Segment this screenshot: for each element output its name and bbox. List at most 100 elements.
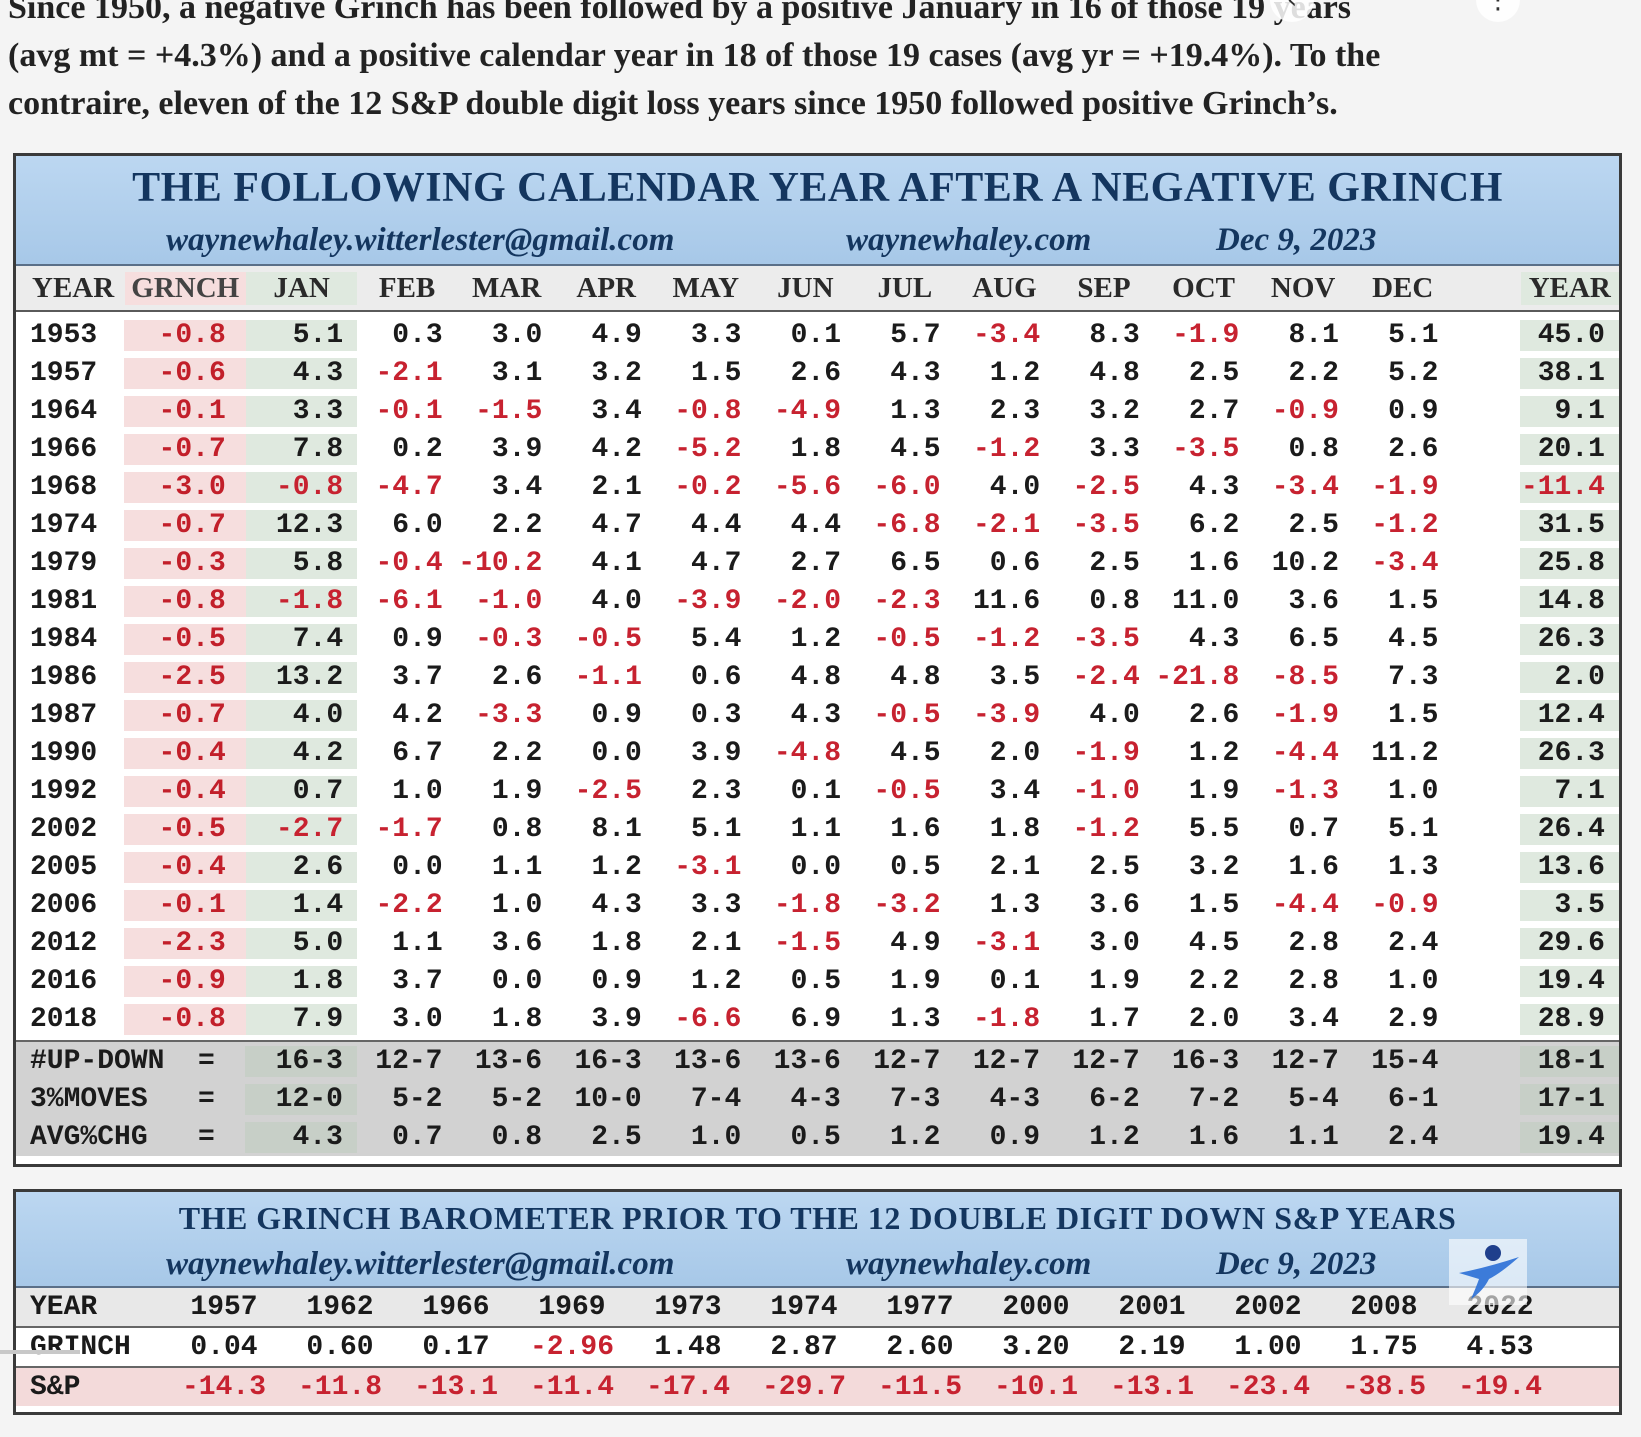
table-cell: -0.5 xyxy=(873,699,941,731)
table-cell: -17.4 xyxy=(645,1371,730,1403)
row-year: 2016 xyxy=(30,965,98,997)
table-cell: -3.1 xyxy=(972,927,1041,959)
table-cell: -1.9 xyxy=(1371,471,1439,503)
table-cell: 1.9 xyxy=(491,775,543,807)
table-cell: -6.0 xyxy=(873,471,941,503)
table-body: 1953 -0.8 5.1 0.3 3.0 4.9 3.3 0.1 5.7 -3.4 8.3 -1.9… xyxy=(16,312,1619,1038)
table-cell: 4.3 xyxy=(1188,623,1240,655)
table-cell: 1.4 xyxy=(245,889,358,921)
row-year: 1981 xyxy=(30,585,98,617)
table-cell: 2000 xyxy=(1002,1291,1070,1323)
table-row: GRINCH 0.04 0.60 0.17 -2.96 1.48 2.87 2.60 3.20 2… xyxy=(16,1328,1619,1368)
column-header: AUG xyxy=(972,271,1037,304)
table-cell: 7.8 xyxy=(245,433,358,465)
table-cell: -0.5 xyxy=(574,623,642,655)
summary-cell: 18-1 xyxy=(1520,1045,1619,1077)
table-cell: -3.9 xyxy=(972,699,1041,731)
summary-cell: 5-2 xyxy=(491,1083,543,1115)
table-cell: 2001 xyxy=(1118,1291,1186,1323)
table-cell: -0.9 xyxy=(1271,395,1339,427)
table-cell: 2.5 xyxy=(1089,547,1140,579)
table-cell: 2.1 xyxy=(591,471,642,503)
table-cell: 1.2 xyxy=(1188,737,1240,769)
table-cell: 1.5 xyxy=(1188,889,1240,921)
table-cell: 0.2 xyxy=(392,433,443,465)
table-cell: 2.8 xyxy=(1288,965,1339,997)
table-cell: 1966 xyxy=(422,1291,490,1323)
table-cell: 3.0 xyxy=(1089,927,1140,959)
summary-label: 3%MOVES = xyxy=(30,1083,215,1115)
table-cell: 20.1 xyxy=(1520,433,1619,465)
table-body: YEAR 1957 1962 1966 1969 1973 1974 1977 2000 2001… xyxy=(16,1288,1619,1406)
summary-cell: 13-6 xyxy=(474,1045,543,1077)
table-cell: -3.1 xyxy=(674,851,742,883)
table-cell: -2.3 xyxy=(873,585,941,617)
table-cell: 3.9 xyxy=(691,737,742,769)
table-cell: 0.9 xyxy=(591,699,642,731)
table-cell: 3.2 xyxy=(1089,395,1140,427)
table-cell: 28.9 xyxy=(1520,1003,1619,1035)
row-label: S&P xyxy=(30,1371,81,1403)
table-cell: 13.6 xyxy=(1520,851,1619,883)
table-cell: -1.0 xyxy=(475,585,543,617)
column-header: DEC xyxy=(1372,271,1434,304)
row-year: 1953 xyxy=(30,319,98,351)
table-cell: 1977 xyxy=(886,1291,954,1323)
row-year: 1964 xyxy=(30,395,98,427)
table-row: 2012 -2.3 5.0 1.1 3.6 1.8 2.1 -1.5 4.9 -3.1 3.0 4.5… xyxy=(16,924,1619,962)
table-cell: 1.1 xyxy=(491,851,543,883)
summary-cell: 16-3 xyxy=(574,1045,642,1077)
table-cell: -11.4 xyxy=(1520,471,1619,503)
table-cell: 8.3 xyxy=(1089,319,1140,351)
table-cell: 1.75 xyxy=(1350,1331,1418,1363)
summary-cell: 12-7 xyxy=(1271,1045,1339,1077)
table-cell: 0.7 xyxy=(245,775,358,807)
row-year: 1957 xyxy=(30,357,98,389)
table-title: THE GRINCH BAROMETER PRIOR TO THE 12 DOU… xyxy=(178,1200,1457,1236)
table-cell: 3.3 xyxy=(691,319,742,351)
table-cell: 2002 xyxy=(1234,1291,1302,1323)
summary-cell: 1.2 xyxy=(1089,1121,1140,1153)
table-cell: 8.1 xyxy=(1288,319,1339,351)
table-cell: -3.9 xyxy=(674,585,742,617)
table-cell: -1.2 xyxy=(972,623,1041,655)
table-cell: 1.5 xyxy=(1388,699,1439,731)
overlay-control-icon[interactable]: ‹ xyxy=(1270,0,1314,22)
table-cell: 3.6 xyxy=(1288,585,1339,617)
table-cell: -0.1 xyxy=(375,395,443,427)
table-cell: 1.6 xyxy=(1188,547,1240,579)
table-cell: 7.1 xyxy=(1520,775,1619,807)
table-cell: 5.1 xyxy=(691,813,742,845)
summary-cell: 2.4 xyxy=(1388,1121,1439,1153)
table-cell: 1.9 xyxy=(890,965,941,997)
table-cell: 1.8 xyxy=(989,813,1041,845)
table-cell: 0.0 xyxy=(392,851,443,883)
table-cell: -1.8 xyxy=(972,1003,1041,1035)
table-row: 1968 -3.0 -0.8 -4.7 3.4 2.1 -0.2 -5.6 -6.0 4.0 -2.… xyxy=(16,468,1619,506)
table-row: YEAR 1957 1962 1966 1969 1973 1974 1977 2000 2001… xyxy=(16,1288,1619,1328)
table-cell: 0.0 xyxy=(790,851,842,883)
table-cell: -0.8 xyxy=(124,585,246,617)
summary-cell: 0.8 xyxy=(491,1121,543,1153)
table-cell: -1.5 xyxy=(773,927,842,959)
table-cell: 1.2 xyxy=(591,851,642,883)
table-cell: 1974 xyxy=(770,1291,838,1323)
table-cell: -4.7 xyxy=(375,471,443,503)
table-cell: 2.5 xyxy=(1188,357,1240,389)
table-subtitle: waynewhaley.witterlester@gmail.com wayne… xyxy=(16,1242,1619,1286)
table-cell: 0.0 xyxy=(591,737,642,769)
table-cell: 0.8 xyxy=(1288,433,1339,465)
table-cell: 1.8 xyxy=(491,1003,543,1035)
overlay-control-icon[interactable]: ⋮ xyxy=(1476,0,1520,22)
table-cell: 3.7 xyxy=(392,965,443,997)
table-cell: 1.8 xyxy=(245,965,358,997)
table-cell: 11.2 xyxy=(1371,737,1439,769)
table-cell: 3.9 xyxy=(491,433,543,465)
summary-cell: 5-4 xyxy=(1288,1083,1339,1115)
table-cell: 4.8 xyxy=(790,661,842,693)
table-cell: -1.5 xyxy=(475,395,543,427)
table-cell: -38.5 xyxy=(1341,1371,1426,1403)
summary-cell: 6-1 xyxy=(1388,1083,1439,1115)
row-year: 2018 xyxy=(30,1003,98,1035)
table-cell: 2.7 xyxy=(790,547,842,579)
